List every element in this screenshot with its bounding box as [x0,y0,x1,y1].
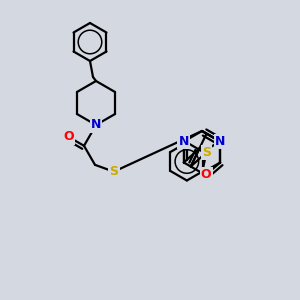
Text: S: S [109,165,118,178]
Text: O: O [201,168,211,181]
Text: N: N [215,135,225,148]
Text: N: N [91,118,101,131]
Text: O: O [63,130,74,143]
Text: N: N [178,135,189,148]
Text: S: S [202,146,211,159]
